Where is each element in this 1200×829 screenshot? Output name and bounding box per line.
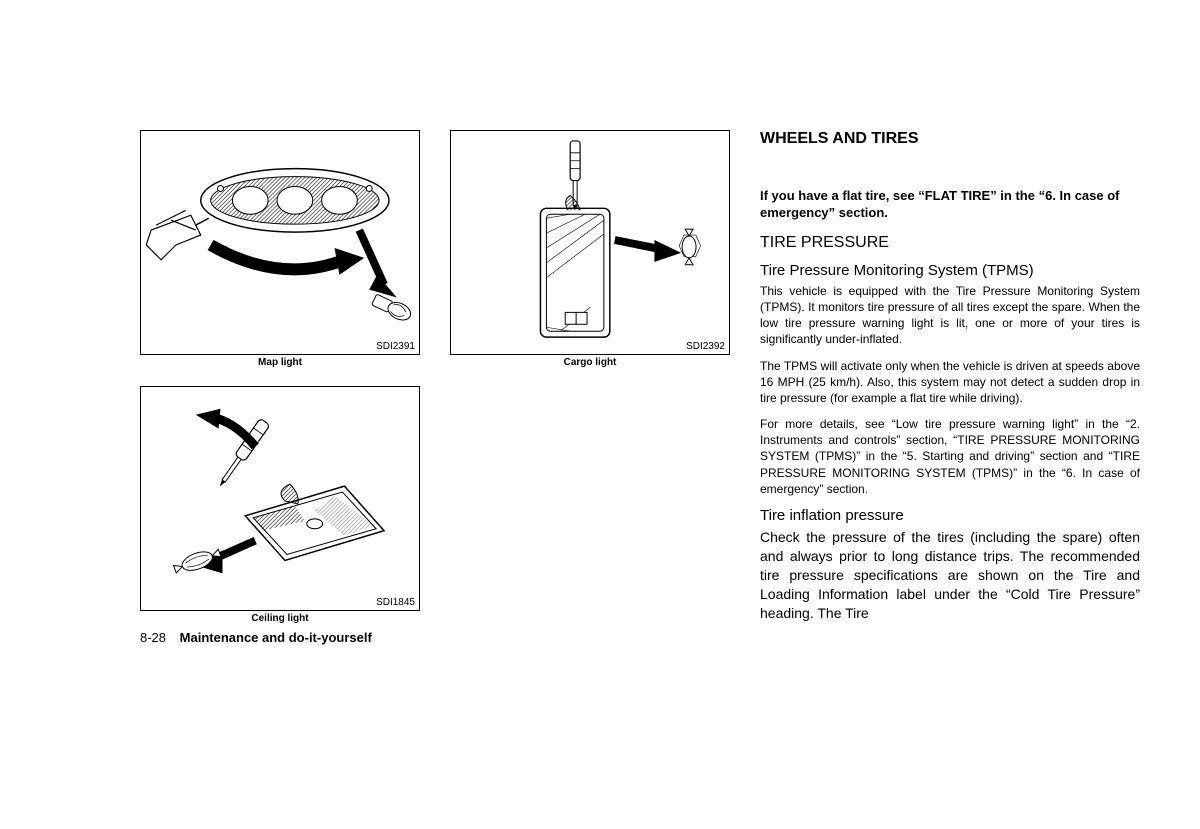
ceiling-light-illustration <box>141 387 419 610</box>
paragraph: Check the pressure of the tires (includi… <box>760 528 1140 622</box>
figure-id: SDI2392 <box>686 341 725 352</box>
figure-caption: Map light <box>258 357 302 368</box>
figure-cargo-light: SDI2392 Cargo light <box>450 130 730 368</box>
paragraph: This vehicle is equipped with the Tire P… <box>760 283 1140 348</box>
figure-id: SDI1845 <box>376 597 415 608</box>
heading-tire-pressure: TIRE PRESSURE <box>760 234 1140 252</box>
figure-box: SDI1845 <box>140 386 420 611</box>
figure-map-light: SDI2391 Map light <box>140 130 420 368</box>
cargo-light-illustration <box>451 131 729 354</box>
figure-box: SDI2392 <box>450 130 730 355</box>
figure-box: SDI2391 <box>140 130 420 355</box>
paragraph: The TPMS will activate only when the veh… <box>760 358 1140 407</box>
figure-ceiling-light: SDI1845 Ceiling light <box>140 386 420 624</box>
paragraph: For more details, see “Low tire pressure… <box>760 416 1140 497</box>
heading-inflation: Tire inflation pressure <box>760 507 1140 524</box>
figure-id: SDI2391 <box>376 341 415 352</box>
section-title: WHEELS AND TIRES <box>760 130 1140 148</box>
figure-caption: Ceiling light <box>251 613 308 624</box>
left-column: SDI2391 Map light <box>140 130 730 799</box>
right-column: WHEELS AND TIRES If you have a flat tire… <box>730 130 1140 799</box>
page-number: 8-28 <box>140 630 166 645</box>
page: SDI2391 Map light <box>0 0 1200 829</box>
footer-section-title: Maintenance and do-it-yourself <box>180 630 372 645</box>
intro-bold: If you have a flat tire, see “FLAT TIRE”… <box>760 188 1140 222</box>
figure-caption: Cargo light <box>564 357 617 368</box>
heading-tpms: Tire Pressure Monitoring System (TPMS) <box>760 262 1140 279</box>
page-footer: 8-28 Maintenance and do-it-yourself <box>140 630 730 645</box>
map-light-illustration <box>141 131 419 354</box>
figure-row-top: SDI2391 Map light <box>140 130 730 368</box>
